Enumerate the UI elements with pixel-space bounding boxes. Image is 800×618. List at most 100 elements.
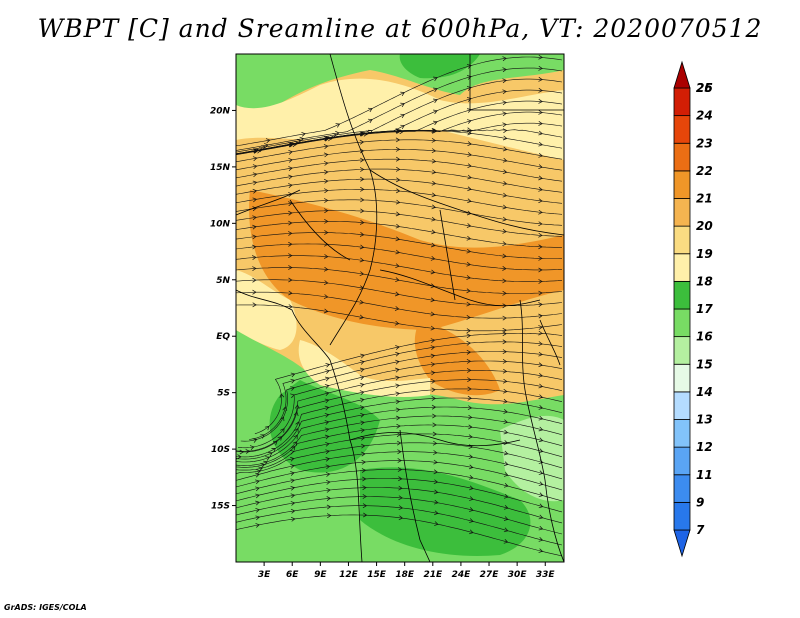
streamline-arrow <box>466 275 471 280</box>
streamline-arrow <box>538 290 543 296</box>
streamline-arrow <box>502 67 507 73</box>
streamline-arrow <box>255 500 260 506</box>
streamline-arrow <box>466 261 471 267</box>
streamline-arrow <box>502 378 508 384</box>
streamline-arrow <box>239 449 244 455</box>
streamline-arrow <box>538 65 543 71</box>
streamline-arrow <box>324 254 329 259</box>
streamline-arrow <box>288 277 293 283</box>
streamline-arrow <box>362 485 367 491</box>
streamline-arrow <box>267 452 273 457</box>
streamline-arrow <box>469 507 474 512</box>
streamline <box>236 379 563 453</box>
streamline-arrow <box>466 301 471 307</box>
streamline-arrow <box>431 404 437 410</box>
streamline-arrow <box>288 304 293 310</box>
streamline-arrow <box>467 395 472 401</box>
streamline-arrow <box>252 289 257 295</box>
streamline-arrow <box>255 523 260 528</box>
streamline-arrow <box>288 265 293 270</box>
streamline-arrow <box>326 504 332 510</box>
streamline-arrow <box>432 422 437 428</box>
streamline-arrow <box>538 492 544 498</box>
streamline-arrow <box>502 78 507 84</box>
streamline-arrow <box>265 456 271 461</box>
streamline-arrow <box>359 314 364 320</box>
streamline-arrow <box>398 505 404 511</box>
streamline <box>236 189 563 215</box>
streamline-arrow <box>288 253 293 259</box>
streamline-arrow <box>359 257 365 263</box>
streamline-arrow <box>395 156 401 162</box>
colorbar-label: 12 <box>696 440 713 454</box>
streamline-arrow <box>236 457 238 460</box>
streamline-arrow <box>289 449 295 455</box>
streamline-arrow <box>431 204 437 210</box>
streamline-arrow <box>502 359 508 364</box>
streamline-arrow <box>467 163 472 169</box>
streamline-arrow <box>332 132 337 138</box>
streamline-arrow <box>255 472 260 478</box>
streamline-arrow <box>296 138 302 144</box>
colorbar-swatch <box>673 419 691 448</box>
lat-tick-label: 15S <box>211 502 230 512</box>
colorbar-label: 17 <box>696 302 713 316</box>
streamline-arrow <box>538 54 543 60</box>
streamline-arrow <box>277 436 283 441</box>
streamline-arrow <box>359 167 365 172</box>
streamline-arrow <box>538 198 543 204</box>
streamline-arrow <box>467 141 472 147</box>
shade-dark-green-south <box>360 467 531 556</box>
colorbar-label: 19 <box>696 247 713 261</box>
streamline-arrow <box>395 383 400 389</box>
streamline-arrow <box>253 149 258 154</box>
streamline-arrow <box>260 463 266 468</box>
streamline-arrow <box>252 156 258 162</box>
streamline-arrow <box>503 409 508 414</box>
streamline-arrow <box>538 426 544 432</box>
colorbar-swatch <box>673 253 691 282</box>
streamline-arrow <box>290 493 296 499</box>
streamline-arrow <box>431 216 436 222</box>
streamline-arrow <box>252 224 257 230</box>
streamline-arrow <box>430 338 436 343</box>
streamline-arrow <box>335 123 341 128</box>
streamline-arrow <box>252 215 257 221</box>
colorbar-label: 11 <box>696 468 713 482</box>
streamline-arrow <box>502 290 507 296</box>
streamline-arrow <box>538 110 543 115</box>
streamline-arrow <box>252 172 258 178</box>
streamline-arrow <box>398 495 403 501</box>
streamline-arrow <box>538 76 543 82</box>
streamline-arrow <box>538 537 544 542</box>
streamline <box>236 370 563 452</box>
streamline-arrow <box>502 122 507 128</box>
streamline-arrow <box>294 404 300 409</box>
streamline-arrow <box>324 427 330 433</box>
border-line <box>439 209 456 301</box>
streamline-arrow <box>502 89 507 95</box>
streamline-arrow <box>502 266 507 271</box>
colorbar-swatch <box>673 280 691 310</box>
streamline <box>236 210 563 237</box>
streamline-arrow <box>431 387 436 393</box>
lat-tick-label: 10S <box>211 445 230 455</box>
streamline-arrow <box>503 527 509 533</box>
streamline-arrow <box>323 144 329 149</box>
streamline-arrow <box>502 253 507 259</box>
streamline-arrow <box>433 98 438 104</box>
streamline-arrow <box>288 166 293 171</box>
streamline-arrow <box>433 499 439 505</box>
streamline-arrow <box>502 157 508 163</box>
streamline-arrow <box>362 512 368 518</box>
streamline-arrow <box>431 169 437 175</box>
streamline-arrow <box>360 197 365 203</box>
streamline-arrow <box>395 359 400 365</box>
streamline <box>236 243 563 271</box>
streamline-arrow <box>466 368 472 373</box>
streamline-arrow <box>396 423 401 429</box>
lon-tick-label: 21E <box>423 570 443 580</box>
streamline-arrow <box>395 128 400 134</box>
colorbar-swatch <box>673 87 691 117</box>
